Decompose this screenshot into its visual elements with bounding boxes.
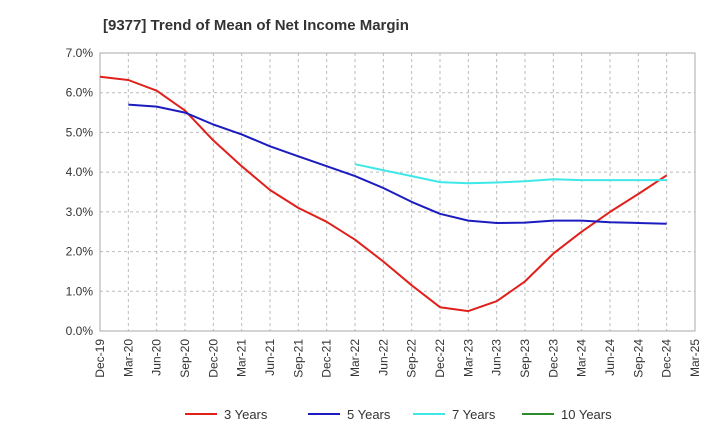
x-tick-label: Mar-25 (688, 339, 702, 377)
grid (100, 53, 695, 331)
y-tick-label: 0.0% (66, 324, 94, 338)
series-line-3-years (99, 75, 668, 313)
x-tick-label: Dec-19 (93, 339, 107, 378)
x-tick-label: Mar-24 (575, 339, 589, 377)
x-tick-label: Jun-20 (150, 339, 164, 376)
y-tick-label: 3.0% (66, 205, 94, 219)
legend-label: 3 Years (224, 407, 268, 422)
legend: 3 Years 5 Years 7 Years 10 Years (185, 407, 612, 422)
x-tick-label: Dec-21 (320, 339, 334, 378)
x-tick-label: Dec-23 (546, 339, 560, 378)
x-tick-label: Sep-21 (291, 339, 305, 378)
y-tick-label: 4.0% (66, 165, 94, 179)
legend-label: 10 Years (561, 407, 612, 422)
y-tick-label: 5.0% (66, 125, 94, 139)
series-lines (99, 75, 668, 313)
y-tick-label: 6.0% (66, 86, 94, 100)
x-tick-label: Sep-22 (405, 339, 419, 378)
x-tick-label: Jun-23 (490, 339, 504, 376)
series-line-5-years (128, 103, 667, 225)
x-tick-label: Dec-22 (433, 339, 447, 378)
x-tick-label: Jun-24 (603, 339, 617, 376)
y-tick-label: 1.0% (66, 284, 94, 298)
x-tick-label: Mar-22 (348, 339, 362, 377)
x-tick-label: Jun-21 (263, 339, 277, 376)
series-line-7-years (354, 163, 667, 185)
plot-area (99, 52, 696, 332)
x-tick-label: Dec-24 (660, 339, 674, 378)
x-tick-label: Mar-20 (121, 339, 135, 377)
legend-label: 5 Years (347, 407, 391, 422)
x-tick-label: Sep-20 (178, 339, 192, 378)
legend-label: 7 Years (452, 407, 496, 422)
y-tick-label: 2.0% (66, 245, 94, 259)
y-tick-label: 7.0% (66, 46, 94, 60)
x-tick-label: Sep-23 (518, 339, 532, 378)
x-tick-label: Dec-20 (206, 339, 220, 378)
x-tick-label: Jun-22 (376, 339, 390, 376)
x-axis: Dec-19 Mar-20 Jun-20 Sep-20 Dec-20 Mar-21 Jun-… (93, 339, 702, 378)
chart-title: [9377] Trend of Mean of Net Income Margi… (103, 17, 409, 34)
x-tick-label: Mar-21 (235, 339, 249, 377)
y-axis: 0.0% 1.0% 2.0% 3.0% 4.0% 5.0% 6.0% 7.0% (66, 46, 94, 338)
x-tick-label: Sep-24 (631, 339, 645, 378)
x-tick-label: Mar-23 (461, 339, 475, 377)
